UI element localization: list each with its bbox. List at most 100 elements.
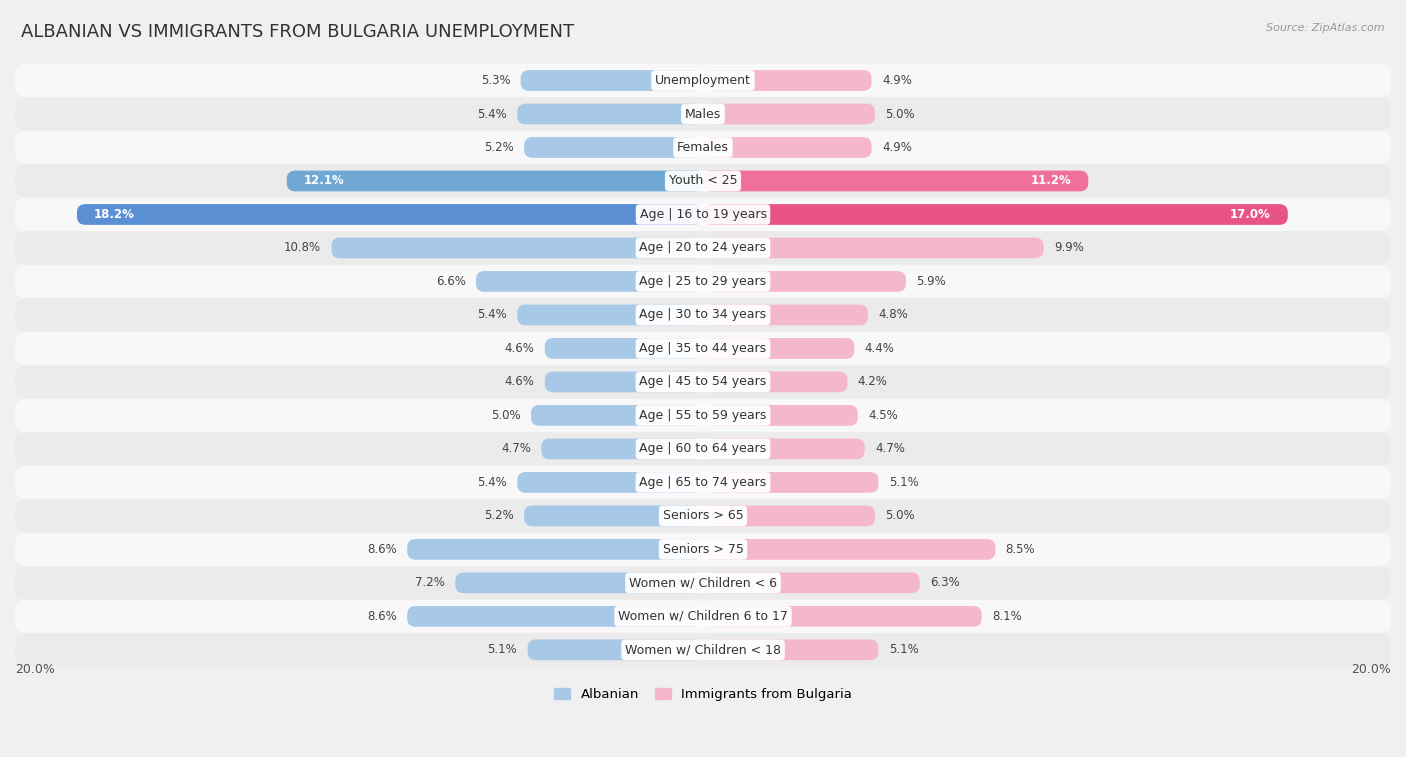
FancyBboxPatch shape xyxy=(703,539,995,559)
Text: 18.2%: 18.2% xyxy=(94,208,135,221)
FancyBboxPatch shape xyxy=(703,304,868,326)
Text: Seniors > 75: Seniors > 75 xyxy=(662,543,744,556)
Text: Age | 30 to 34 years: Age | 30 to 34 years xyxy=(640,308,766,322)
FancyBboxPatch shape xyxy=(524,506,703,526)
FancyBboxPatch shape xyxy=(703,438,865,459)
Text: 6.3%: 6.3% xyxy=(929,576,960,590)
Text: 4.9%: 4.9% xyxy=(882,74,911,87)
FancyBboxPatch shape xyxy=(15,500,1391,532)
Text: 9.9%: 9.9% xyxy=(1054,241,1084,254)
Text: 4.2%: 4.2% xyxy=(858,375,887,388)
FancyBboxPatch shape xyxy=(703,472,879,493)
FancyBboxPatch shape xyxy=(15,131,1391,164)
FancyBboxPatch shape xyxy=(15,634,1391,666)
FancyBboxPatch shape xyxy=(332,238,703,258)
FancyBboxPatch shape xyxy=(703,104,875,124)
FancyBboxPatch shape xyxy=(703,238,1043,258)
Text: 12.1%: 12.1% xyxy=(304,174,344,188)
Legend: Albanian, Immigrants from Bulgaria: Albanian, Immigrants from Bulgaria xyxy=(548,682,858,706)
Text: 6.6%: 6.6% xyxy=(436,275,465,288)
Text: 4.8%: 4.8% xyxy=(879,308,908,322)
Text: Age | 16 to 19 years: Age | 16 to 19 years xyxy=(640,208,766,221)
FancyBboxPatch shape xyxy=(15,265,1391,298)
Text: Seniors > 65: Seniors > 65 xyxy=(662,509,744,522)
Text: Source: ZipAtlas.com: Source: ZipAtlas.com xyxy=(1267,23,1385,33)
FancyBboxPatch shape xyxy=(544,372,703,392)
FancyBboxPatch shape xyxy=(703,506,875,526)
Text: 11.2%: 11.2% xyxy=(1031,174,1071,188)
FancyBboxPatch shape xyxy=(15,533,1391,565)
FancyBboxPatch shape xyxy=(703,405,858,425)
Text: 4.9%: 4.9% xyxy=(882,141,911,154)
Text: 8.6%: 8.6% xyxy=(367,543,396,556)
FancyBboxPatch shape xyxy=(15,98,1391,130)
Text: 5.3%: 5.3% xyxy=(481,74,510,87)
Text: Women w/ Children < 18: Women w/ Children < 18 xyxy=(626,643,780,656)
Text: 17.0%: 17.0% xyxy=(1230,208,1271,221)
Text: 5.1%: 5.1% xyxy=(889,476,918,489)
Text: Age | 35 to 44 years: Age | 35 to 44 years xyxy=(640,342,766,355)
Text: Females: Females xyxy=(678,141,728,154)
FancyBboxPatch shape xyxy=(703,204,1288,225)
Text: Males: Males xyxy=(685,107,721,120)
FancyBboxPatch shape xyxy=(15,399,1391,431)
Text: Women w/ Children 6 to 17: Women w/ Children 6 to 17 xyxy=(619,610,787,623)
Text: 5.9%: 5.9% xyxy=(917,275,946,288)
Text: Women w/ Children < 6: Women w/ Children < 6 xyxy=(628,576,778,590)
FancyBboxPatch shape xyxy=(541,438,703,459)
Text: 4.5%: 4.5% xyxy=(868,409,898,422)
FancyBboxPatch shape xyxy=(524,137,703,158)
Text: 20.0%: 20.0% xyxy=(1351,663,1391,676)
Text: 8.5%: 8.5% xyxy=(1005,543,1035,556)
Text: 8.6%: 8.6% xyxy=(367,610,396,623)
FancyBboxPatch shape xyxy=(703,640,879,660)
FancyBboxPatch shape xyxy=(544,338,703,359)
FancyBboxPatch shape xyxy=(15,64,1391,97)
Text: 4.7%: 4.7% xyxy=(501,442,531,456)
FancyBboxPatch shape xyxy=(517,472,703,493)
Text: 10.8%: 10.8% xyxy=(284,241,321,254)
FancyBboxPatch shape xyxy=(15,164,1391,198)
Text: 5.2%: 5.2% xyxy=(484,141,513,154)
FancyBboxPatch shape xyxy=(15,466,1391,499)
FancyBboxPatch shape xyxy=(15,600,1391,633)
FancyBboxPatch shape xyxy=(15,232,1391,264)
Text: 5.1%: 5.1% xyxy=(889,643,918,656)
Text: 7.2%: 7.2% xyxy=(415,576,446,590)
Text: 5.2%: 5.2% xyxy=(484,509,513,522)
FancyBboxPatch shape xyxy=(408,539,703,559)
Text: Age | 60 to 64 years: Age | 60 to 64 years xyxy=(640,442,766,456)
Text: Age | 20 to 24 years: Age | 20 to 24 years xyxy=(640,241,766,254)
FancyBboxPatch shape xyxy=(15,566,1391,600)
Text: 4.6%: 4.6% xyxy=(505,375,534,388)
FancyBboxPatch shape xyxy=(287,170,703,192)
Text: 4.4%: 4.4% xyxy=(865,342,894,355)
FancyBboxPatch shape xyxy=(703,137,872,158)
Text: 5.0%: 5.0% xyxy=(491,409,520,422)
Text: 4.6%: 4.6% xyxy=(505,342,534,355)
Text: 5.1%: 5.1% xyxy=(488,643,517,656)
FancyBboxPatch shape xyxy=(408,606,703,627)
Text: Youth < 25: Youth < 25 xyxy=(669,174,737,188)
Text: 5.4%: 5.4% xyxy=(477,476,508,489)
FancyBboxPatch shape xyxy=(15,366,1391,398)
FancyBboxPatch shape xyxy=(15,198,1391,231)
Text: Age | 25 to 29 years: Age | 25 to 29 years xyxy=(640,275,766,288)
FancyBboxPatch shape xyxy=(477,271,703,292)
FancyBboxPatch shape xyxy=(456,572,703,593)
FancyBboxPatch shape xyxy=(15,332,1391,365)
Text: 5.0%: 5.0% xyxy=(886,509,915,522)
FancyBboxPatch shape xyxy=(77,204,703,225)
FancyBboxPatch shape xyxy=(15,298,1391,332)
Text: ALBANIAN VS IMMIGRANTS FROM BULGARIA UNEMPLOYMENT: ALBANIAN VS IMMIGRANTS FROM BULGARIA UNE… xyxy=(21,23,574,41)
FancyBboxPatch shape xyxy=(703,606,981,627)
Text: 20.0%: 20.0% xyxy=(15,663,55,676)
FancyBboxPatch shape xyxy=(703,170,1088,192)
FancyBboxPatch shape xyxy=(703,338,855,359)
FancyBboxPatch shape xyxy=(517,304,703,326)
FancyBboxPatch shape xyxy=(517,104,703,124)
Text: 5.0%: 5.0% xyxy=(886,107,915,120)
Text: Age | 65 to 74 years: Age | 65 to 74 years xyxy=(640,476,766,489)
FancyBboxPatch shape xyxy=(15,432,1391,466)
Text: Unemployment: Unemployment xyxy=(655,74,751,87)
